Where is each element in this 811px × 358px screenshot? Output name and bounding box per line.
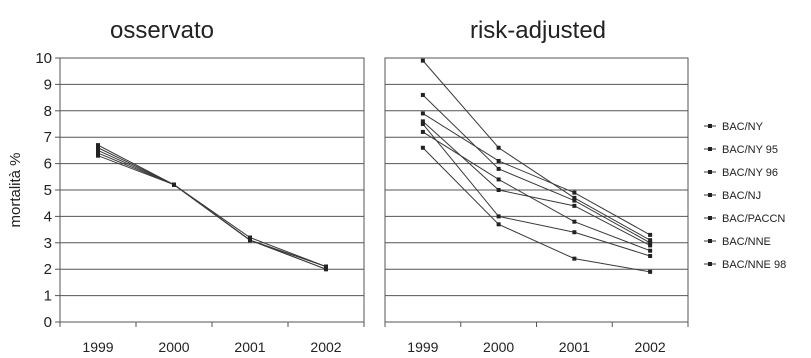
right-x-tick-label: 2001 <box>559 339 590 355</box>
right-data-point <box>496 166 501 171</box>
y-tick-label: 8 <box>44 103 52 120</box>
left-x-tick-label: 1999 <box>82 339 113 355</box>
right-data-point <box>648 269 653 274</box>
legend-marker <box>708 239 712 243</box>
right-data-point <box>572 195 577 200</box>
right-data-point <box>572 219 577 224</box>
right-series-line <box>422 147 651 273</box>
left-data-point <box>96 143 100 148</box>
left-x-tick-label: 2002 <box>310 339 341 355</box>
y-tick-label: 10 <box>35 50 52 67</box>
right-data-point <box>420 122 425 126</box>
y-tick-label: 1 <box>44 288 52 305</box>
right-data-point <box>496 188 501 192</box>
left-data-point <box>324 264 328 269</box>
legend-marker <box>708 216 712 220</box>
left-data-point <box>96 153 100 158</box>
right-series-line <box>422 60 651 241</box>
right-data-point <box>496 177 501 182</box>
left-x-tick-label: 2000 <box>158 339 189 355</box>
legend-label: BAC/NY 96 <box>722 167 778 179</box>
y-tick-label: 7 <box>44 129 52 146</box>
left-data-point <box>324 267 328 272</box>
left-series-line <box>97 155 327 268</box>
left-data-point <box>248 238 252 243</box>
right-series-line <box>422 94 651 244</box>
right-data-point <box>420 58 425 63</box>
right-data-point <box>572 256 577 261</box>
left-x-tick-label: 2001 <box>234 339 265 355</box>
left-data-point <box>96 148 100 153</box>
right-x-tick-label: 2002 <box>635 339 666 355</box>
right-x-tick-label: 2000 <box>483 339 514 355</box>
left-data-point <box>96 151 100 156</box>
legend-label: BAC/PACCN <box>722 213 785 225</box>
y-tick-label: 0 <box>44 314 52 331</box>
right-data-point <box>648 240 653 245</box>
legend-marker <box>708 262 712 266</box>
right-data-point <box>648 248 653 253</box>
legend-marker <box>708 193 712 197</box>
right-data-point <box>648 243 653 248</box>
left-data-point <box>96 145 100 150</box>
right-data-point <box>496 214 501 219</box>
legend-marker <box>708 170 712 174</box>
right-series-line <box>422 113 651 236</box>
right-data-point <box>648 232 653 237</box>
y-tick-label: 5 <box>44 182 52 199</box>
right-series-line <box>422 120 651 246</box>
y-tick-label: 6 <box>44 156 52 173</box>
legend-label: BAC/NY 95 <box>722 144 778 156</box>
right-data-point <box>572 198 577 203</box>
y-tick-label: 3 <box>44 235 52 252</box>
legend-label: BAC/NNE 98 <box>722 259 786 271</box>
right-data-point <box>572 230 577 235</box>
right-data-point <box>420 111 425 116</box>
y-tick-label: 2 <box>44 261 52 278</box>
right-data-point <box>496 158 501 163</box>
right-data-point <box>420 92 425 97</box>
right-plot-area: 1999 2000 2001 2002 <box>384 57 689 355</box>
right-data-point <box>420 145 425 150</box>
left-plot-area: 0 1 2 3 4 5 6 7 8 9 10 1999 2000 2001 2002 <box>35 50 365 355</box>
left-series-line <box>97 149 327 268</box>
right-data-point <box>648 254 653 258</box>
right-data-point <box>572 190 577 195</box>
legend-label: BAC/NY <box>722 121 764 133</box>
right-data-point <box>496 222 501 227</box>
right-data-point <box>572 203 577 208</box>
y-tick-label: 4 <box>44 208 52 225</box>
right-data-point <box>648 238 653 243</box>
legend: BAC/NY BAC/NY 95 BAC/NY 96 BAC/NJ BAC/PACCN B… <box>704 121 786 271</box>
legend-label: BAC/NJ <box>722 190 761 202</box>
right-series-line <box>422 131 651 252</box>
y-tick-label: 9 <box>44 76 52 93</box>
right-x-tick-label: 1999 <box>407 339 438 355</box>
legend-label: BAC/NNE <box>722 236 771 248</box>
left-data-point <box>172 182 176 187</box>
legend-marker <box>708 124 712 128</box>
left-data-point <box>248 235 252 240</box>
right-data-point <box>496 145 501 150</box>
left-chart-title: osservato <box>110 17 214 44</box>
y-axis-label: mortalità % <box>7 152 24 227</box>
right-data-point <box>420 119 425 124</box>
legend-marker <box>708 147 712 151</box>
right-data-point <box>420 129 425 134</box>
right-chart-title: risk-adjusted <box>470 17 606 44</box>
right-series-line <box>422 123 651 257</box>
